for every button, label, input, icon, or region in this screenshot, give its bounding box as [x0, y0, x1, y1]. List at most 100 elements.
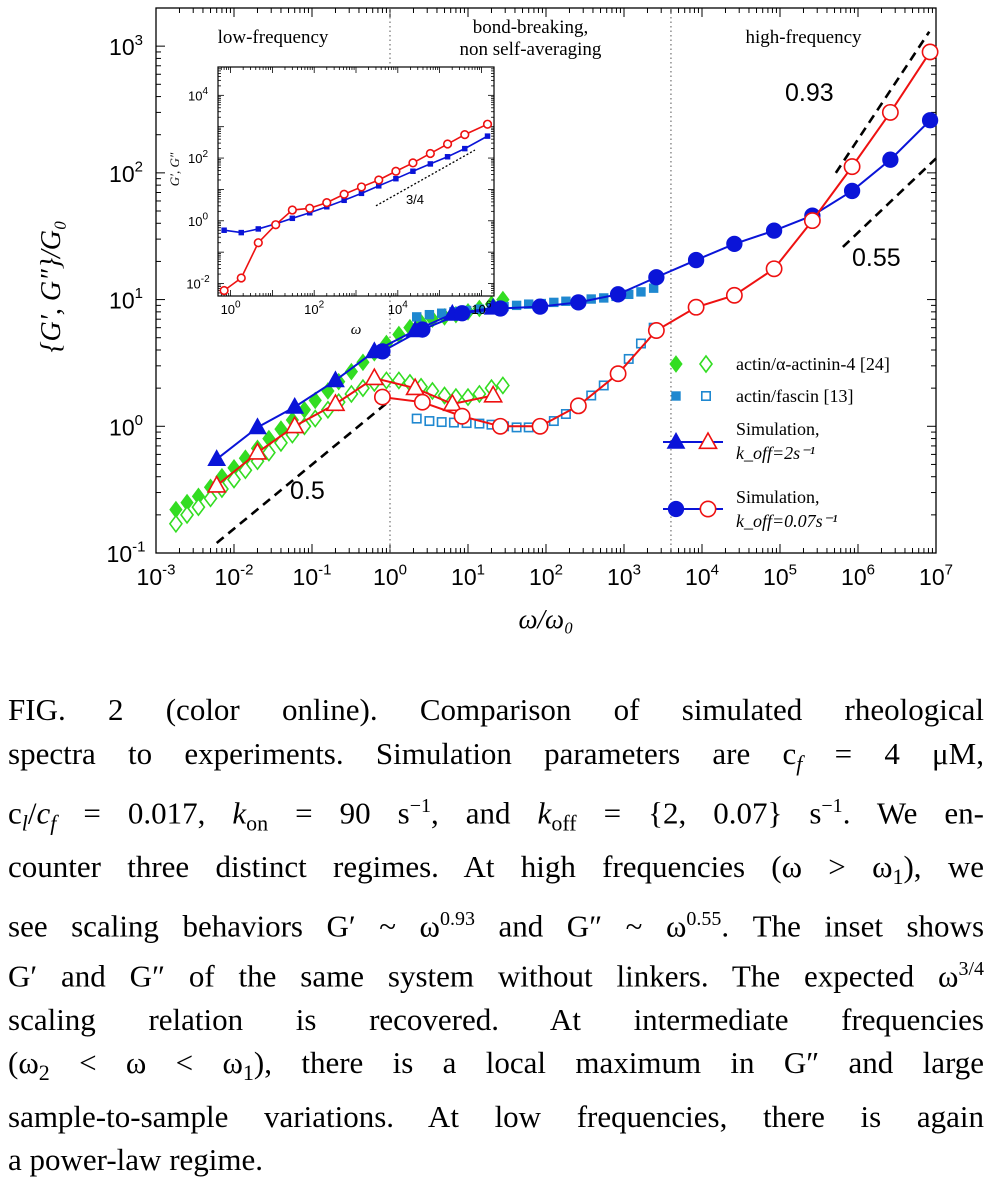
- data-point: [725, 286, 743, 304]
- region-label: bond-breaking,: [473, 17, 589, 38]
- inset-data-point: [287, 205, 297, 215]
- legend-marker: [667, 500, 685, 518]
- inset-data-point: [238, 229, 244, 236]
- caption-line: a power-law regime.: [8, 1142, 264, 1178]
- inset-data-point: [444, 154, 451, 160]
- inset-data-point: [442, 139, 453, 149]
- figure-caption: FIG. 2 (color online). Comparison of sim…: [8, 688, 984, 1182]
- x-tick-label: 10-2: [215, 562, 254, 590]
- data-point: [461, 387, 475, 407]
- data-point: [609, 286, 627, 303]
- data-point: [687, 298, 705, 316]
- data-point: [492, 300, 509, 317]
- data-point: [561, 296, 571, 306]
- legend-marker: [669, 355, 683, 373]
- y-tick-label: 10-1: [107, 539, 146, 567]
- data-point: [373, 388, 391, 406]
- inset-data-point: [236, 273, 246, 283]
- data-point: [364, 367, 385, 386]
- inset-x-tick-label: 100: [221, 300, 241, 317]
- data-point: [442, 393, 463, 412]
- inset-x-tick-label: 104: [388, 300, 408, 317]
- inset-data-point: [271, 220, 281, 230]
- inset-data-point: [253, 238, 263, 248]
- x-tick-label: 100: [373, 562, 407, 590]
- data-point: [491, 417, 509, 435]
- data-point: [726, 235, 743, 253]
- legend-label: k_off=0.07s⁻¹: [736, 511, 838, 531]
- data-point: [325, 393, 346, 412]
- inset-slope-annotation: 3/4: [406, 192, 424, 207]
- data-point: [412, 312, 422, 322]
- slope-annotation: 0.93: [785, 79, 834, 107]
- y-tick-label: 101: [109, 285, 143, 313]
- inset-data-point: [460, 129, 470, 140]
- series: [374, 112, 939, 360]
- inset-y-tick-label: 104: [188, 86, 208, 103]
- inset-data-point: [462, 145, 468, 152]
- data-point: [413, 393, 431, 411]
- data-point: [453, 305, 471, 322]
- data-point: [326, 370, 345, 388]
- caption-line: see scaling behaviors G′ ~ ω0.93 and G″ …: [8, 908, 985, 944]
- inset-series-line: [223, 123, 488, 292]
- y-tick-label: 102: [109, 159, 143, 187]
- inset-data-point: [391, 166, 401, 176]
- inset-data-point: [393, 175, 399, 182]
- data-point: [483, 384, 504, 403]
- data-point: [285, 396, 305, 414]
- data-point: [273, 433, 288, 453]
- legend-marker: [699, 500, 717, 518]
- data-point: [803, 212, 821, 230]
- legend-marker: [699, 354, 713, 374]
- data-point: [261, 443, 276, 462]
- data-point: [648, 269, 665, 286]
- y-axis-label: {G′, G″}/G₀: [36, 220, 67, 352]
- inset-x-axis-label: ω: [351, 322, 362, 338]
- x-tick-label: 107: [919, 562, 953, 590]
- x-tick-label: 101: [451, 562, 485, 590]
- data-point: [374, 343, 391, 360]
- series-line: [216, 377, 494, 487]
- data-point: [424, 309, 435, 320]
- data-point: [206, 475, 227, 493]
- data-point: [436, 308, 447, 318]
- x-tick-label: 106: [841, 562, 875, 590]
- data-point: [569, 397, 587, 415]
- legend-marker: [666, 431, 686, 449]
- data-point: [765, 222, 783, 239]
- data-point: [881, 103, 899, 121]
- data-point: [609, 365, 627, 383]
- data-point: [453, 407, 471, 425]
- data-point: [227, 470, 241, 489]
- inset-data-point: [255, 226, 262, 232]
- data-point: [180, 505, 195, 525]
- data-point: [474, 418, 485, 429]
- data-point: [531, 417, 549, 435]
- inset-data-point: [410, 168, 416, 174]
- legend-marker: [700, 390, 711, 401]
- x-tick-label: 105: [763, 562, 797, 590]
- data-point: [647, 322, 665, 339]
- y-tick-label: 103: [109, 32, 143, 60]
- y-tick-label: 100: [109, 412, 143, 440]
- legend-marker: [698, 431, 718, 450]
- x-tick-label: 10-1: [293, 562, 332, 590]
- legend-marker: [671, 391, 681, 401]
- inset-data-point: [356, 182, 367, 192]
- inset-data-point: [322, 197, 332, 208]
- caption-line: FIG. 2 (color online). Comparison of sim…: [8, 692, 984, 727]
- data-point: [531, 298, 549, 315]
- inset-series-line: [223, 135, 488, 234]
- inset-data-point: [221, 227, 227, 233]
- caption-line: cl/cf = 0.017, kon = 90 s−1, and koff = …: [8, 795, 985, 836]
- data-point: [308, 409, 323, 428]
- data-point: [207, 449, 227, 466]
- data-point: [411, 413, 422, 424]
- x-tick-label: 103: [607, 562, 641, 590]
- inset-slope-guide: [375, 149, 476, 207]
- slope-guide-line: [834, 30, 931, 174]
- data-point: [495, 376, 510, 395]
- caption-line: (ω2 < ω < ω1), there is a local maximum …: [8, 1045, 985, 1086]
- data-point: [436, 417, 447, 428]
